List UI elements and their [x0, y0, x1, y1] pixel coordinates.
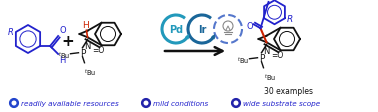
Text: O: O: [59, 26, 66, 35]
Text: wide substrate scope: wide substrate scope: [243, 100, 320, 106]
Text: H: H: [59, 56, 65, 64]
Circle shape: [234, 101, 239, 106]
Text: readily available resources: readily available resources: [21, 100, 119, 106]
Text: mild conditions: mild conditions: [153, 100, 208, 106]
Text: $^t$Bu: $^t$Bu: [237, 55, 249, 66]
Circle shape: [231, 99, 240, 108]
Circle shape: [162, 16, 190, 44]
Circle shape: [9, 99, 19, 108]
Text: P: P: [259, 54, 264, 63]
Text: H: H: [82, 21, 89, 30]
Text: N: N: [263, 46, 270, 55]
Circle shape: [144, 101, 149, 106]
Text: O: O: [247, 22, 254, 30]
Text: $^t$Bu: $^t$Bu: [58, 50, 71, 61]
Circle shape: [11, 101, 17, 106]
Circle shape: [214, 16, 242, 44]
Circle shape: [188, 16, 216, 44]
Text: =O: =O: [271, 51, 284, 60]
Text: $^t$Bu: $^t$Bu: [263, 71, 276, 82]
Text: P: P: [80, 49, 85, 58]
Text: R: R: [287, 15, 293, 24]
Text: R: R: [8, 28, 14, 37]
Text: 30 examples: 30 examples: [263, 87, 313, 96]
Text: =O: =O: [93, 46, 105, 55]
Text: Pd: Pd: [169, 25, 183, 35]
Text: +: +: [62, 34, 74, 49]
Text: $^t$Bu: $^t$Bu: [85, 66, 97, 77]
Circle shape: [141, 99, 150, 108]
Text: Ir: Ir: [198, 25, 206, 35]
Text: N: N: [84, 41, 91, 50]
